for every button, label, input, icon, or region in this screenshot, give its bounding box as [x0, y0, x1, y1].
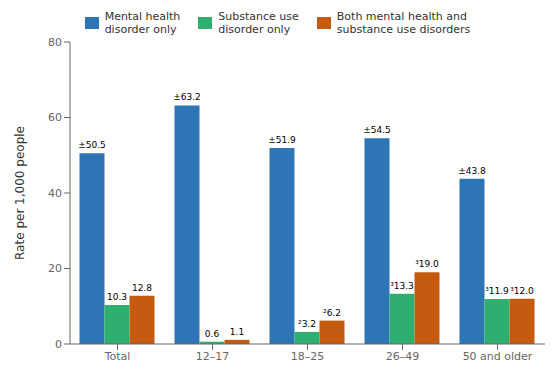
- svg-text:³12.0: ³12.0: [510, 286, 534, 296]
- svg-text:³11.9: ³11.9: [485, 286, 509, 296]
- svg-text:26–49: 26–49: [386, 350, 420, 363]
- html-text:Both mental health and substan: Both mental health and substance use dis…: [336, 10, 471, 36]
- svg-text:0.6: 0.6: [205, 329, 220, 339]
- svg-text:12–17: 12–17: [196, 350, 230, 363]
- svg-text:±43.8: ±43.8: [458, 166, 486, 176]
- svg-text:³19.0: ³19.0: [415, 259, 439, 269]
- svg-text:40: 40: [48, 187, 62, 200]
- svg-text:³13.3: ³13.3: [390, 281, 414, 291]
- svg-text:10.3: 10.3: [107, 292, 127, 302]
- svg-text:²6.2: ²6.2: [323, 308, 341, 318]
- svg-text:Total: Total: [104, 350, 131, 363]
- svg-text:Rate per 1,000 people: Rate per 1,000 people: [13, 126, 27, 260]
- svg-text:80: 80: [48, 36, 62, 49]
- html-text:Mental health disorder only: Mental health disorder only: [104, 10, 181, 36]
- svg-text:0: 0: [55, 338, 62, 351]
- svg-text:20: 20: [48, 262, 62, 275]
- svg-text:±63.2: ±63.2: [173, 92, 201, 102]
- svg-text:²3.2: ²3.2: [298, 319, 316, 329]
- svg-text:±50.5: ±50.5: [78, 140, 106, 150]
- svg-text:±54.5: ±54.5: [363, 125, 391, 135]
- svg-text:60: 60: [48, 111, 62, 124]
- svg-text:18–25: 18–25: [291, 350, 325, 363]
- svg-text:50 and older: 50 and older: [463, 350, 533, 363]
- html-text:Substance use disorder only: Substance use disorder only: [218, 10, 299, 36]
- svg-text:±51.9: ±51.9: [268, 135, 296, 145]
- svg-text:12.8: 12.8: [132, 283, 152, 293]
- svg-text:1.1: 1.1: [230, 327, 244, 337]
